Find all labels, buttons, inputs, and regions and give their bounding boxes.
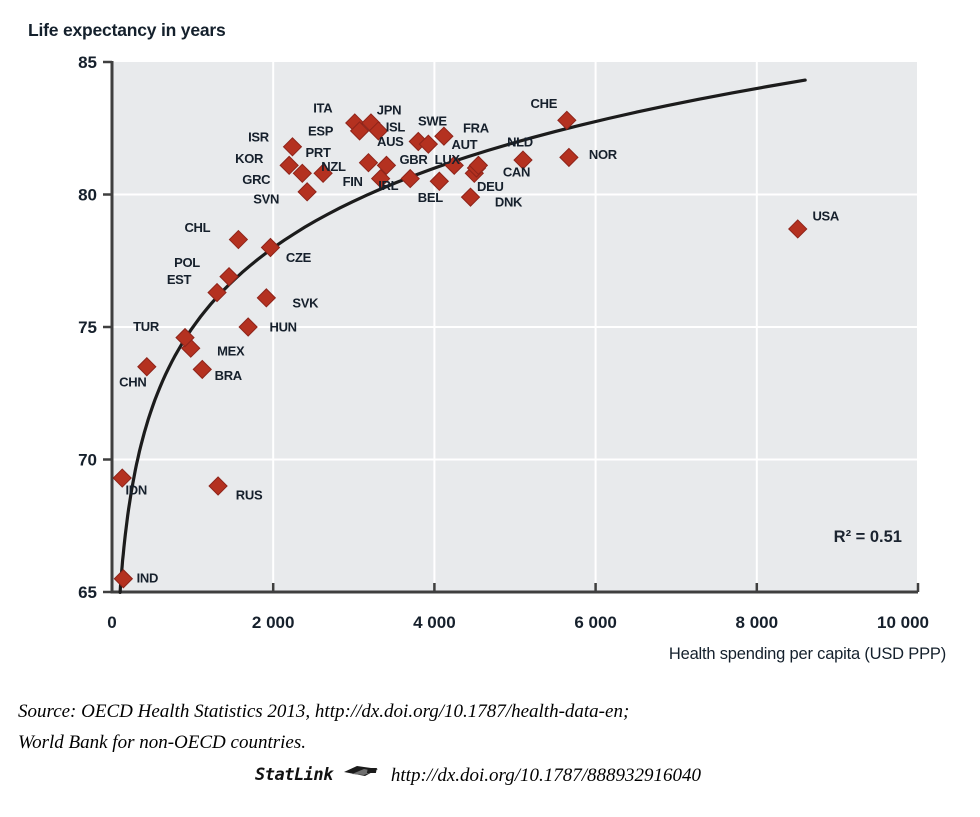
y-tick-label: 80 (78, 186, 97, 205)
country-label-ISL: ISL (386, 119, 406, 134)
data-point-RUS (208, 476, 228, 496)
data-point-FRA (434, 126, 454, 146)
data-point-HUN (238, 317, 258, 337)
data-point-EST (207, 282, 227, 303)
data-point-GBR (376, 155, 397, 176)
country-label-FIN: FIN (343, 174, 363, 189)
data-point-ISR (282, 137, 303, 157)
data-point-NOR (559, 147, 579, 168)
country-label-JPN: JPN (377, 102, 401, 117)
data-point-AUT (468, 155, 489, 176)
country-label-NZL: NZL (321, 159, 346, 174)
country-label-POL: POL (174, 255, 200, 270)
country-label-RUS: RUS (236, 488, 263, 503)
y-tick-label: 85 (78, 53, 97, 72)
data-point-CHE (557, 110, 577, 131)
source-block: Source: OECD Health Statistics 2013, htt… (18, 696, 962, 791)
country-label-IND: IND (137, 570, 159, 585)
x-tick-label: 6 000 (574, 613, 617, 632)
data-point-CHL (228, 229, 249, 250)
data-point-SWE (418, 134, 439, 154)
country-label-CHL: CHL (184, 220, 210, 235)
source-line-2: World Bank for non-OECD countries. (18, 732, 306, 753)
country-label-FRA: FRA (463, 121, 490, 136)
x-axis-title: Health spending per capita (USD PPP) (668, 645, 946, 663)
data-point-IND (113, 569, 134, 589)
x-tick-label: 10 000 (877, 613, 929, 632)
x-tick-label: 8 000 (736, 613, 779, 632)
country-label-NLD: NLD (507, 135, 533, 150)
country-label-SVN: SVN (253, 191, 279, 206)
data-point-TUR (175, 327, 195, 348)
data-point-SVN (297, 182, 317, 202)
country-label-BEL: BEL (418, 190, 443, 205)
country-label-DNK: DNK (495, 195, 523, 210)
country-label-DEU: DEU (477, 179, 504, 194)
country-label-IRL: IRL (378, 178, 398, 193)
country-label-CHN: CHN (119, 374, 146, 389)
r-squared-label: R² = 0.51 (833, 528, 902, 546)
scatter-chart: 65 70 75 80 85 0 2 000 4 000 6 000 8 000 10 000 IND… (78, 53, 929, 632)
y-tick-label: 70 (78, 451, 97, 470)
y-tick-label: 75 (78, 318, 97, 337)
country-label-SVK: SVK (292, 295, 319, 310)
x-tick-label: 2 000 (252, 613, 295, 632)
data-point-IDN (112, 468, 132, 488)
data-point-KOR (279, 155, 299, 176)
data-point-NLD (513, 150, 533, 170)
country-label-USA: USA (812, 208, 839, 223)
data-point-ESP (349, 121, 370, 141)
x-tick-label: 0 (107, 613, 116, 632)
country-label-TUR: TUR (133, 319, 160, 334)
statlink-url[interactable]: http://dx.doi.org/10.1787/888932916040 (390, 765, 702, 786)
source-line-1: Source: OECD Health Statistics 2013, htt… (18, 701, 630, 722)
country-label-IDN: IDN (125, 483, 147, 498)
data-point-GRC (292, 163, 313, 184)
x-tick-label: 4 000 (413, 613, 456, 632)
country-label-HUN: HUN (270, 320, 297, 335)
country-label-LUX: LUX (435, 152, 461, 167)
data-point-IRL (400, 168, 420, 189)
y-tick-label: 65 (78, 583, 97, 602)
data-point-POL (219, 266, 239, 287)
country-label-ESP: ESP (308, 123, 334, 138)
country-label-EST: EST (167, 272, 192, 287)
country-label-AUS: AUS (377, 134, 404, 149)
country-label-KOR: KOR (235, 151, 264, 166)
data-point-FIN (370, 168, 391, 189)
data-point-DNK (460, 187, 481, 207)
y-axis-title: Life expectancy in years (28, 20, 226, 40)
country-label-PRT: PRT (306, 145, 331, 160)
statlink-icon (342, 760, 382, 791)
statlink-label: StatLink (255, 765, 333, 785)
data-point-BEL (429, 171, 450, 191)
country-label-SWE: SWE (418, 114, 447, 129)
country-label-AUT: AUT (451, 137, 477, 152)
data-point-LUX (444, 155, 464, 176)
country-label-CZE: CZE (286, 250, 312, 265)
data-point-CHN (137, 357, 157, 377)
country-label-MEX: MEX (217, 344, 245, 359)
country-label-CHE: CHE (531, 96, 558, 111)
country-label-ISR: ISR (248, 129, 270, 144)
data-point-BRA (192, 359, 212, 380)
country-label-ITA: ITA (313, 100, 333, 115)
country-label-NOR: NOR (589, 147, 618, 162)
data-point-CZE (260, 237, 281, 258)
data-point-USA (788, 219, 808, 239)
data-point-NZL (358, 152, 379, 173)
country-label-GRC: GRC (242, 172, 271, 187)
data-point-SVK (256, 288, 277, 308)
country-label-BRA: BRA (215, 368, 243, 383)
statlink-row: StatLink http://dx.doi.org/10.1787/88893… (255, 760, 962, 791)
data-point-PRT (313, 163, 333, 184)
data-point-ISL (368, 121, 389, 141)
country-label-CAN: CAN (503, 165, 530, 180)
country-label-GBR: GBR (399, 152, 428, 167)
